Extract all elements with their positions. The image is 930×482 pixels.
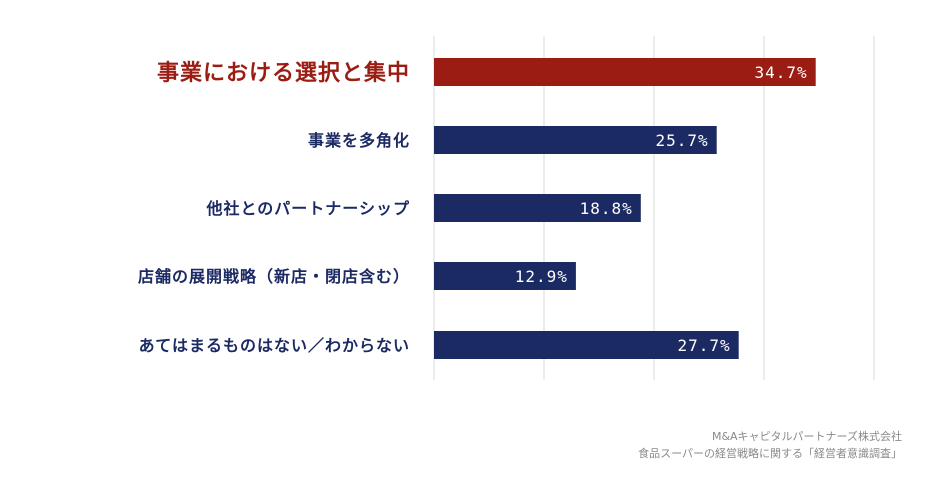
bar-value-label: 25.7% — [656, 131, 709, 150]
bar-value-label: 27.7% — [678, 336, 731, 355]
bars: 34.7% 25.7% 18.8% 12.9% 27.7% — [434, 58, 816, 359]
category-labels: 事業における選択と集中事業を多角化他社とのパートナーシップ店舗の展開戦略（新店・… — [138, 60, 410, 355]
category-label: 他社とのパートナーシップ — [205, 199, 410, 218]
bar-value-label: 18.8% — [580, 199, 633, 218]
category-label: 事業における選択と集中 — [157, 60, 410, 86]
source-survey: 食品スーパーの経営戦略に関する「経営者意識調査」 — [638, 447, 902, 460]
category-label: あてはまるものはない／わからない — [139, 336, 410, 355]
category-label: 事業を多角化 — [308, 131, 410, 150]
bar-value-label: 34.7% — [755, 63, 808, 82]
source-company: M&Aキャピタルパートナーズ株式会社 — [711, 430, 902, 443]
bar — [434, 194, 641, 222]
gridlines — [433, 36, 875, 380]
category-label: 店舗の展開戦略（新店・閉店含む） — [138, 267, 410, 286]
bar — [434, 58, 816, 86]
bar — [434, 126, 717, 154]
bar — [434, 262, 576, 290]
bar-value-label: 12.9% — [515, 267, 568, 286]
bar-chart: 34.7% 25.7% 18.8% 12.9% 27.7% 事業における選択と集中事業を… — [138, 36, 875, 380]
bar — [434, 331, 739, 359]
